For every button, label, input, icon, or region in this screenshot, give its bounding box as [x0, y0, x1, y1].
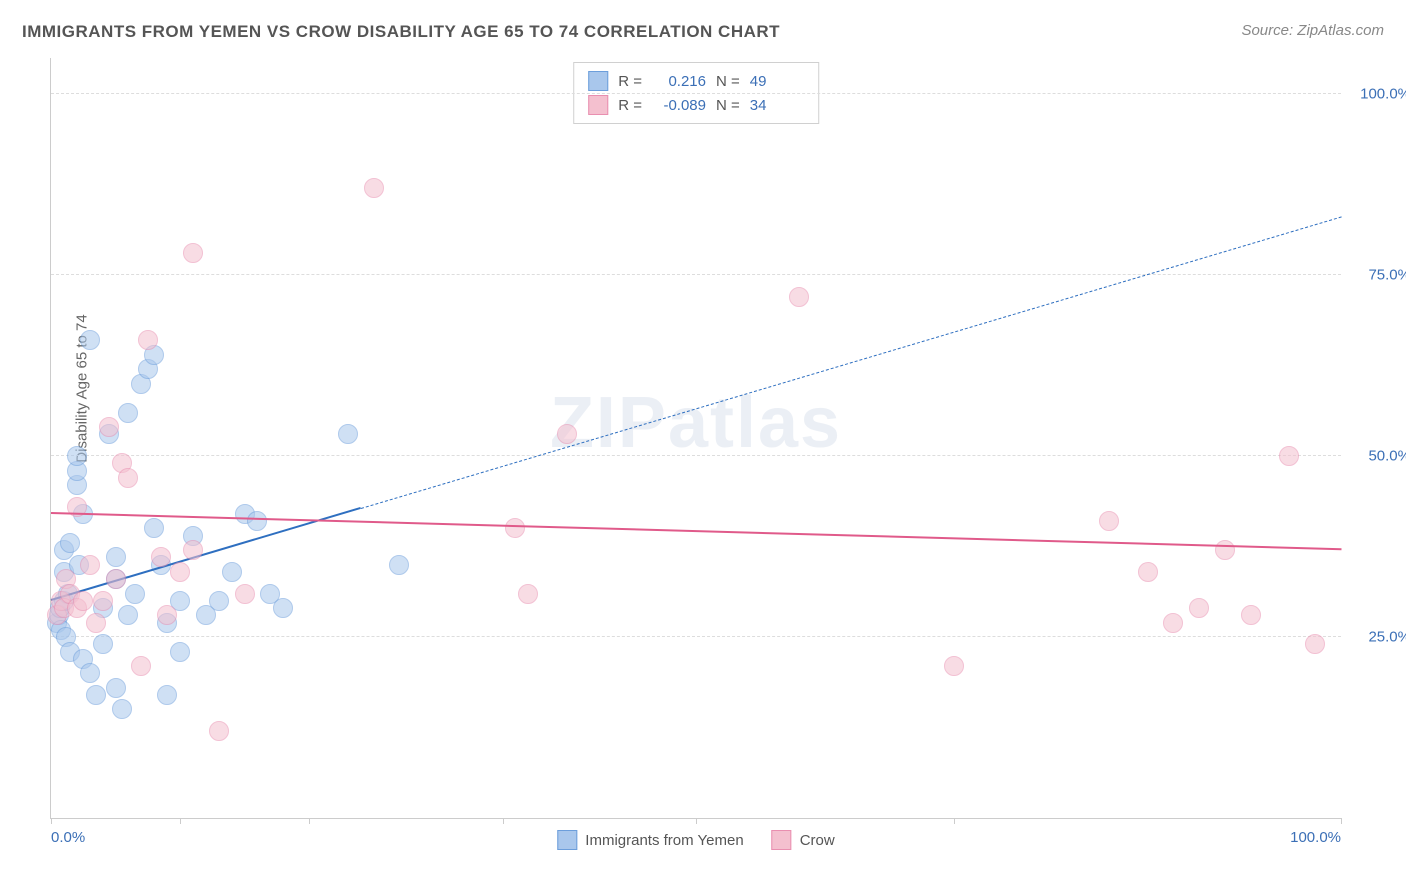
- data-point: [131, 656, 151, 676]
- legend-item: Immigrants from Yemen: [557, 830, 743, 850]
- data-point: [1163, 613, 1183, 633]
- data-point: [789, 287, 809, 307]
- data-point: [80, 663, 100, 683]
- n-label: N =: [716, 73, 740, 90]
- data-point: [157, 685, 177, 705]
- data-point: [247, 511, 267, 531]
- data-point: [99, 417, 119, 437]
- data-point: [183, 540, 203, 560]
- data-point: [93, 591, 113, 611]
- trend-line: [51, 512, 1341, 550]
- data-point: [73, 591, 93, 611]
- r-label: R =: [618, 73, 642, 90]
- data-point: [67, 446, 87, 466]
- n-value: 49: [750, 73, 804, 90]
- data-point: [106, 678, 126, 698]
- legend-swatch: [772, 830, 792, 850]
- legend-row: R = 0.216 N = 49: [588, 69, 804, 93]
- trend-line: [360, 216, 1341, 509]
- legend-item: Crow: [772, 830, 835, 850]
- data-point: [273, 598, 293, 618]
- gridline: [51, 455, 1341, 456]
- data-point: [170, 642, 190, 662]
- data-point: [1138, 562, 1158, 582]
- data-point: [118, 605, 138, 625]
- data-point: [144, 518, 164, 538]
- data-point: [151, 547, 171, 567]
- data-point: [112, 699, 132, 719]
- data-point: [80, 330, 100, 350]
- x-tick: [51, 818, 52, 824]
- data-point: [170, 562, 190, 582]
- data-point: [1215, 540, 1235, 560]
- data-point: [338, 424, 358, 444]
- data-point: [118, 468, 138, 488]
- watermark: ZIPatlas: [550, 382, 842, 464]
- data-point: [125, 584, 145, 604]
- legend-label: Immigrants from Yemen: [585, 832, 743, 849]
- data-point: [364, 178, 384, 198]
- x-tick: [696, 818, 697, 824]
- data-point: [157, 605, 177, 625]
- y-tick-label: 25.0%: [1351, 629, 1406, 646]
- data-point: [86, 613, 106, 633]
- data-point: [557, 424, 577, 444]
- x-tick: [180, 818, 181, 824]
- x-tick: [309, 818, 310, 824]
- data-point: [1099, 511, 1119, 531]
- r-label: R =: [618, 97, 642, 114]
- x-tick-label: 0.0%: [51, 829, 85, 846]
- y-tick-label: 75.0%: [1351, 267, 1406, 284]
- r-value: -0.089: [652, 97, 706, 114]
- x-tick-label: 100.0%: [1290, 829, 1341, 846]
- data-point: [209, 721, 229, 741]
- source-attribution: Source: ZipAtlas.com: [1241, 22, 1384, 39]
- n-value: 34: [750, 97, 804, 114]
- y-tick-label: 100.0%: [1351, 86, 1406, 103]
- data-point: [1241, 605, 1261, 625]
- data-point: [505, 518, 525, 538]
- data-point: [80, 555, 100, 575]
- data-point: [106, 569, 126, 589]
- data-point: [209, 591, 229, 611]
- series-legend: Immigrants from Yemen Crow: [557, 830, 834, 850]
- data-point: [518, 584, 538, 604]
- chart-title: IMMIGRANTS FROM YEMEN VS CROW DISABILITY…: [22, 22, 780, 42]
- data-point: [235, 584, 255, 604]
- data-point: [1305, 634, 1325, 654]
- gridline: [51, 636, 1341, 637]
- legend-row: R = -0.089 N = 34: [588, 93, 804, 117]
- data-point: [138, 330, 158, 350]
- data-point: [118, 403, 138, 423]
- data-point: [1279, 446, 1299, 466]
- data-point: [389, 555, 409, 575]
- x-tick: [1341, 818, 1342, 824]
- scatter-chart: ZIPatlas R =0.216N =49R =-0.089N =34 Imm…: [50, 58, 1341, 819]
- data-point: [222, 562, 242, 582]
- r-value: 0.216: [652, 73, 706, 90]
- gridline: [51, 93, 1341, 94]
- x-tick: [954, 818, 955, 824]
- legend-label: Crow: [800, 832, 835, 849]
- data-point: [106, 547, 126, 567]
- data-point: [93, 634, 113, 654]
- y-tick-label: 50.0%: [1351, 448, 1406, 465]
- data-point: [60, 533, 80, 553]
- data-point: [183, 243, 203, 263]
- data-point: [1189, 598, 1209, 618]
- n-label: N =: [716, 97, 740, 114]
- data-point: [944, 656, 964, 676]
- legend-swatch: [588, 95, 608, 115]
- x-tick: [503, 818, 504, 824]
- legend-swatch: [557, 830, 577, 850]
- data-point: [86, 685, 106, 705]
- legend-swatch: [588, 71, 608, 91]
